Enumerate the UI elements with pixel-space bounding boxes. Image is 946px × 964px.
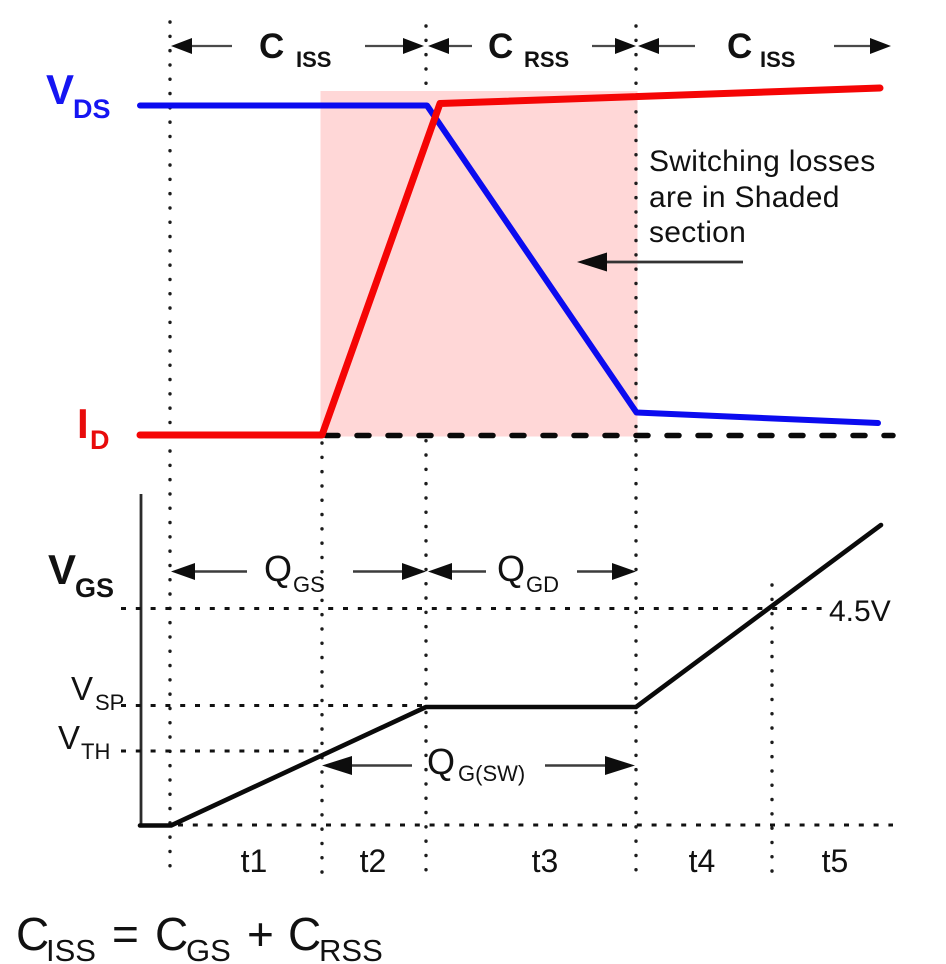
svg-text:TH: TH: [81, 739, 110, 764]
svg-text:V: V: [46, 66, 74, 113]
svg-text:SP: SP: [95, 690, 124, 715]
svg-text:C: C: [727, 27, 752, 66]
svg-text:Q: Q: [427, 741, 455, 782]
svg-text:GD: GD: [526, 572, 559, 597]
svg-text:4.5V: 4.5V: [829, 595, 891, 628]
svg-text:t5: t5: [822, 843, 849, 879]
svg-text:ISS: ISS: [46, 933, 96, 964]
svg-text:C: C: [488, 27, 513, 66]
svg-text:C: C: [16, 908, 49, 960]
svg-text:DS: DS: [73, 94, 111, 124]
svg-text:ISS: ISS: [760, 47, 795, 72]
svg-text:C: C: [155, 908, 188, 960]
svg-text:GS: GS: [293, 572, 325, 597]
svg-text:RSS: RSS: [524, 47, 569, 72]
svg-text:Switching losses: Switching losses: [649, 145, 876, 178]
svg-text:RSS: RSS: [319, 933, 383, 964]
svg-text:C: C: [288, 908, 321, 960]
svg-text:Q: Q: [497, 548, 525, 589]
svg-text:t2: t2: [360, 843, 387, 879]
svg-text:GS: GS: [186, 933, 231, 964]
svg-text:section: section: [649, 216, 746, 249]
svg-text:V: V: [58, 719, 80, 756]
svg-text:G(SW): G(SW): [458, 761, 525, 786]
svg-text:t1: t1: [241, 843, 268, 879]
svg-text:ISS: ISS: [296, 47, 331, 72]
svg-text:t3: t3: [532, 843, 559, 879]
svg-text:=: =: [112, 908, 139, 960]
svg-text:I: I: [77, 400, 89, 447]
svg-text:V: V: [48, 546, 76, 593]
svg-text:+: +: [247, 908, 274, 960]
svg-text:are in Shaded: are in Shaded: [649, 181, 840, 214]
svg-text:V: V: [71, 670, 93, 707]
svg-text:C: C: [259, 27, 284, 66]
svg-text:D: D: [90, 425, 110, 455]
svg-text:Q: Q: [264, 548, 292, 589]
svg-text:GS: GS: [75, 573, 114, 603]
svg-text:t4: t4: [689, 843, 716, 879]
